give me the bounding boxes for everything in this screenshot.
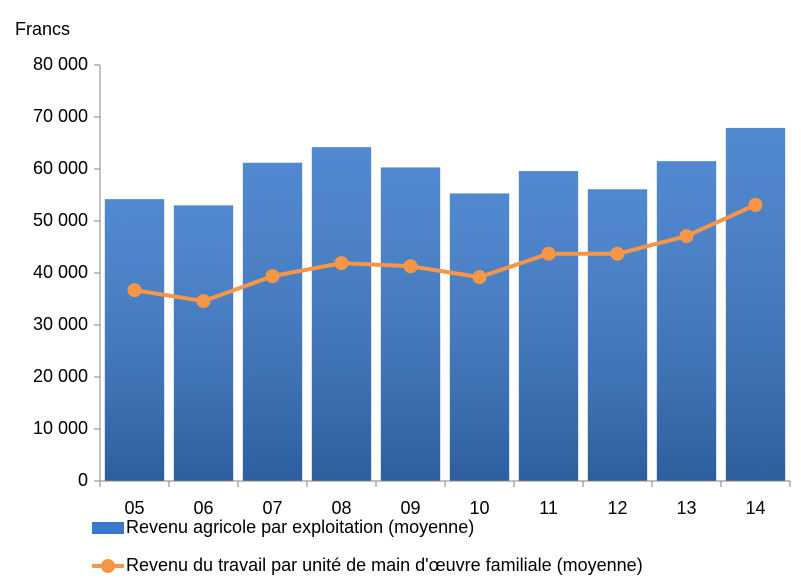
- bar-shade: [242, 162, 303, 481]
- legend-swatch: [92, 522, 124, 534]
- bar-shade: [587, 189, 648, 481]
- legend-marker: [101, 559, 115, 573]
- x-tick-label: 12: [607, 498, 627, 518]
- bar-shade: [725, 127, 786, 482]
- y-tick-label: 60 000: [33, 158, 88, 178]
- y-tick-label: 40 000: [33, 262, 88, 282]
- y-tick-label: 20 000: [33, 366, 88, 386]
- line-marker: [196, 294, 211, 309]
- x-tick-label: 11: [539, 498, 558, 518]
- bar-shade: [380, 167, 441, 481]
- line-marker: [748, 197, 763, 212]
- y-axis-title: Francs: [15, 19, 70, 39]
- x-tick-label: 14: [745, 498, 765, 518]
- y-tick-label: 0: [78, 470, 88, 490]
- bar-shade: [518, 171, 579, 481]
- bar-shade: [104, 199, 165, 481]
- x-tick-label: 10: [469, 498, 489, 518]
- line-marker: [679, 229, 694, 244]
- legend-label: Revenu du travail par unité de main d'œu…: [126, 555, 643, 575]
- y-tick-label: 50 000: [33, 210, 88, 230]
- y-tick-label: 80 000: [33, 54, 88, 74]
- bar-shade: [656, 161, 717, 481]
- line-marker: [610, 246, 625, 261]
- line-marker: [127, 283, 142, 298]
- x-tick-label: 07: [262, 498, 282, 518]
- line-marker: [403, 259, 418, 274]
- y-tick-label: 10 000: [33, 418, 88, 438]
- bar-shade: [311, 147, 372, 481]
- x-tick-label: 06: [193, 498, 213, 518]
- y-tick-label: 30 000: [33, 314, 88, 334]
- bar-shade: [449, 193, 510, 481]
- line: [134, 203, 757, 304]
- line-marker: [334, 256, 349, 271]
- line-marker: [472, 270, 487, 285]
- legend-label: Revenu agricole par exploitation (moyenn…: [126, 517, 474, 537]
- x-tick-label: 08: [331, 498, 351, 518]
- x-tick-label: 09: [400, 498, 420, 518]
- line-marker: [541, 246, 556, 261]
- x-tick-label: 05: [124, 498, 144, 518]
- x-tick-label: 13: [676, 498, 696, 518]
- y-tick-label: 70 000: [33, 106, 88, 126]
- line-marker: [265, 269, 280, 284]
- bar-shade: [173, 205, 234, 481]
